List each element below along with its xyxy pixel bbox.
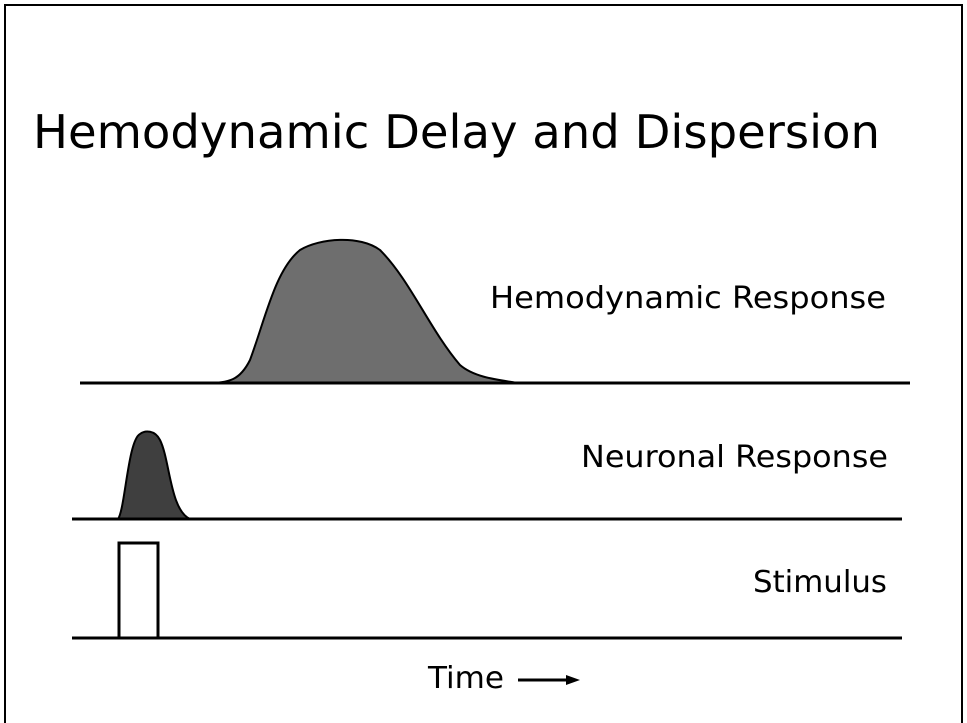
time-label: Time: [427, 661, 504, 696]
stimulus-label: Stimulus: [753, 565, 887, 600]
slide-border: [4, 4, 963, 723]
time-arrowhead: [566, 675, 580, 685]
title: Hemodynamic Delay and Dispersion: [33, 105, 880, 159]
hemodynamic-curve: [204, 238, 519, 384]
hemodynamic-label: Hemodynamic Response: [490, 281, 886, 316]
stimulus-box: [117, 541, 160, 640]
neuronal-label: Neuronal Response: [581, 440, 888, 475]
neuronal-curve: [115, 430, 191, 520]
